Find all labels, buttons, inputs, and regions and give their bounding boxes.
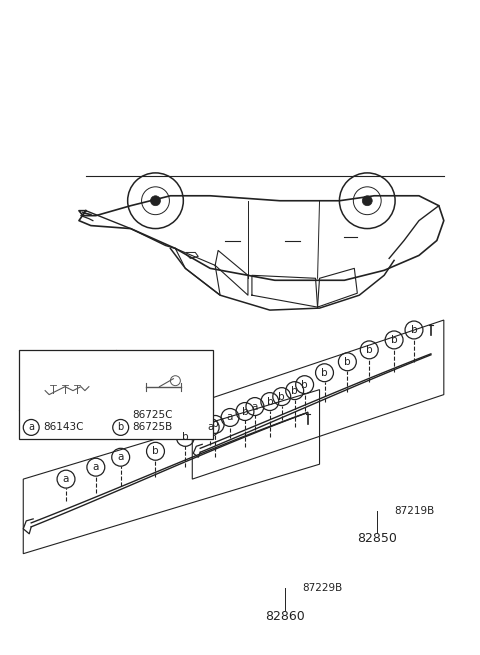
FancyBboxPatch shape — [19, 350, 213, 440]
Text: a: a — [227, 413, 233, 422]
Text: a: a — [252, 402, 258, 411]
Text: b: b — [182, 432, 189, 442]
Text: b: b — [152, 446, 159, 457]
Text: b: b — [118, 422, 124, 432]
Text: 82860: 82860 — [265, 610, 305, 623]
Text: 86725C: 86725C — [132, 411, 173, 421]
Text: b: b — [212, 419, 218, 430]
Text: b: b — [391, 335, 397, 345]
Text: b: b — [366, 345, 372, 355]
Text: b: b — [301, 380, 308, 390]
Text: a: a — [118, 452, 124, 462]
Text: b: b — [411, 325, 417, 335]
Text: b: b — [266, 396, 273, 407]
Text: 86725B: 86725B — [132, 422, 173, 432]
Text: a: a — [207, 422, 214, 432]
Text: 87229B: 87229B — [302, 584, 343, 593]
Text: b: b — [241, 407, 248, 417]
Text: b: b — [278, 392, 285, 402]
Text: 87219B: 87219B — [394, 506, 434, 516]
Text: b: b — [321, 367, 328, 378]
Text: a: a — [93, 462, 99, 472]
Text: 86143C: 86143C — [43, 422, 84, 432]
Text: b: b — [344, 357, 351, 367]
Text: a: a — [63, 474, 69, 484]
Circle shape — [362, 196, 372, 206]
Text: b: b — [291, 386, 298, 396]
Text: 82850: 82850 — [357, 533, 397, 545]
Circle shape — [151, 196, 160, 206]
Text: a: a — [28, 422, 34, 432]
